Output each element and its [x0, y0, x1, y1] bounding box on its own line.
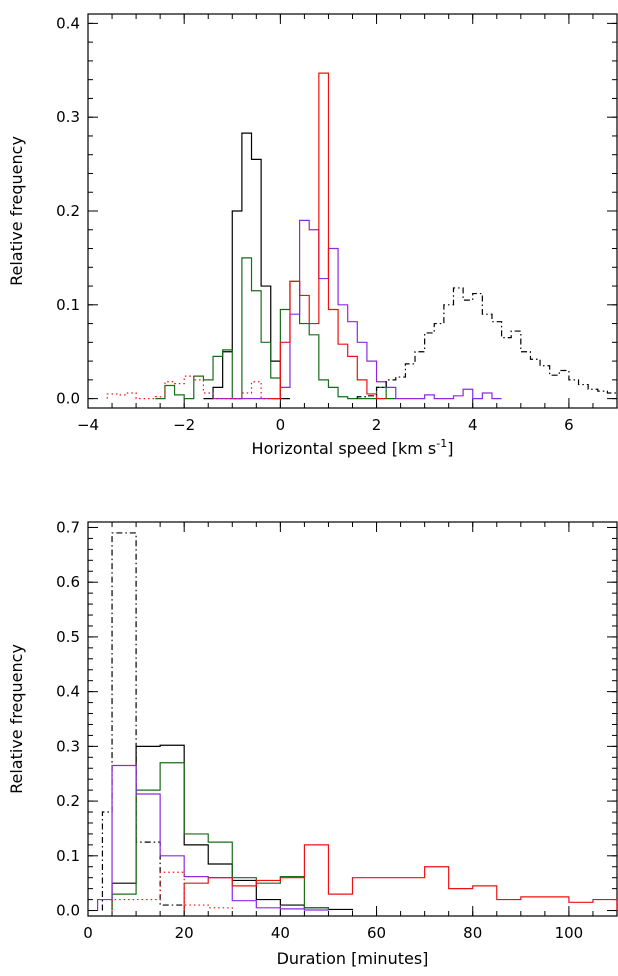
histogram-series-0	[101, 532, 185, 911]
x-tick-label: 100	[555, 924, 584, 942]
x-tick-label: −2	[173, 416, 195, 434]
y-tick-label: 0.3	[56, 108, 80, 126]
y-tick-label: 0.3	[56, 737, 80, 755]
histogram-series-5	[183, 844, 617, 911]
x-tick-label: 60	[367, 924, 386, 942]
speed-histogram-panel: −4 −2 0 2 4 6 0.0 0.1 0.2 0.3 0.4 Horizontal speed …	[7, 13, 618, 458]
histogram-series-0	[203, 132, 290, 400]
x-tick-label: 0	[83, 924, 93, 942]
histogram-series-5	[356, 287, 617, 399]
duration-histogram-panel: 0 20 40 60 80 100 0.0 0.1 0.2 0.3 0.4 0.5 0.6 0.7 Dura…	[7, 518, 618, 968]
x-tick-label: 2	[372, 416, 382, 434]
plot-frame	[87, 13, 618, 409]
y-tick-label: 0.0	[56, 902, 80, 920]
histogram-series-3	[97, 764, 330, 911]
y-tick-label: 0.1	[56, 847, 80, 865]
histogram-series-3	[270, 72, 387, 400]
y-axis-label: Relative frequency	[7, 136, 26, 286]
x-tick-label: 6	[564, 416, 574, 434]
histogram-series-4	[106, 375, 271, 400]
x-axis-label: Duration [minutes]	[277, 949, 429, 968]
x-tick-label: 40	[271, 924, 290, 942]
x-tick-label: 0	[276, 416, 286, 434]
histogram-series-2	[213, 219, 502, 400]
x-axis-label: Horizontal speed [km s-1]	[252, 437, 454, 458]
y-tick-label: 0.5	[56, 628, 80, 646]
x-tick-label: 80	[463, 924, 482, 942]
y-tick-label: 0.4	[56, 14, 80, 32]
x-tick-label: 20	[175, 924, 194, 942]
y-tick-label: 0.6	[56, 573, 80, 591]
y-tick-label: 0.2	[56, 792, 80, 810]
y-tick-label: 0.0	[56, 390, 80, 408]
histogram-series-2	[111, 762, 330, 911]
x-tick-label: 4	[468, 416, 478, 434]
plot-frame	[87, 521, 618, 917]
y-tick-label: 0.4	[56, 683, 80, 701]
y-tick-label: 0.7	[56, 518, 80, 536]
x-axis-label-superscript: -1	[436, 437, 447, 450]
y-axis-label: Relative frequency	[7, 644, 26, 794]
series-group	[106, 72, 617, 400]
y-tick-label: 0.2	[56, 202, 80, 220]
y-tick-label: 0.1	[56, 296, 80, 314]
x-tick-label: −4	[77, 416, 99, 434]
histogram-series-1	[155, 257, 396, 400]
series-group	[97, 532, 617, 911]
